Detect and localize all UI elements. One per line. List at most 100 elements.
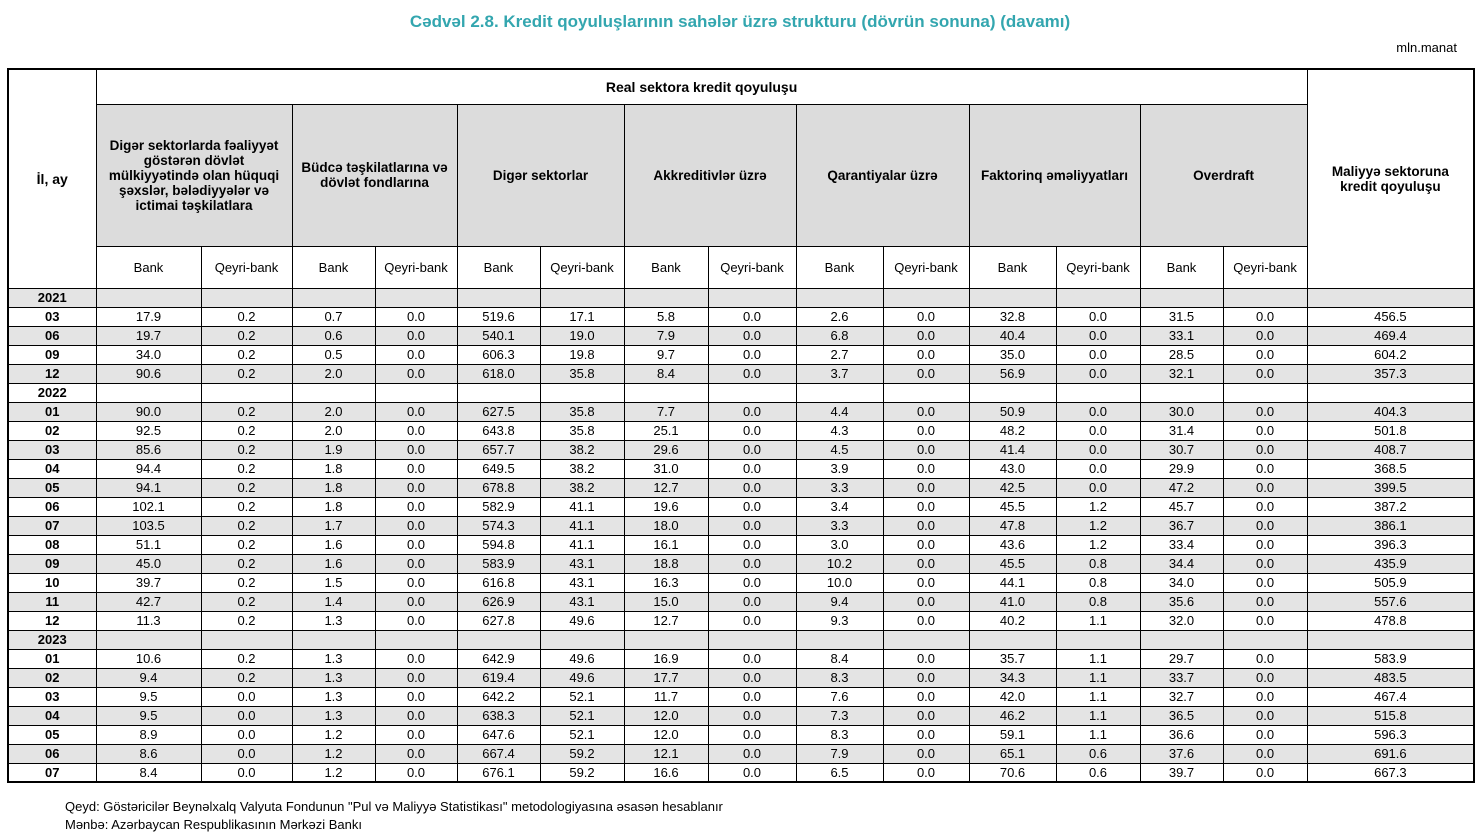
value-cell <box>95 287 202 308</box>
value-cell: 0.0 <box>374 534 458 555</box>
value-cell: 103.5 <box>95 515 202 536</box>
value-cell: 0.0 <box>882 439 970 460</box>
value-cell: 387.2 <box>1306 496 1475 517</box>
value-cell: 8.3 <box>795 667 884 688</box>
value-cell <box>1055 629 1141 650</box>
value-cell: 456.5 <box>1306 306 1475 327</box>
value-cell: 8.4 <box>95 762 202 783</box>
value-cell: 0.0 <box>1222 458 1308 479</box>
value-cell: 0.0 <box>707 344 797 365</box>
value-cell: 0.0 <box>882 363 970 384</box>
value-cell <box>1306 382 1475 403</box>
value-cell: 1.2 <box>291 762 376 783</box>
value-cell: 1.9 <box>291 439 376 460</box>
col-header-financial-sector: Maliyyə sektoruna kredit qoyuluşu <box>1306 68 1475 289</box>
value-cell: 1.2 <box>1055 496 1141 517</box>
value-cell: 0.0 <box>200 743 293 764</box>
value-cell <box>623 287 709 308</box>
value-cell: 94.4 <box>95 458 202 479</box>
value-cell: 0.0 <box>374 363 458 384</box>
value-cell: 505.9 <box>1306 572 1475 593</box>
value-cell: 0.2 <box>200 515 293 536</box>
value-cell <box>707 629 797 650</box>
table-row: 02 9.4 0.2 1.3 0.0 619.4 49.6 17.7 0.0 8.3 0.0 34.3… <box>7 667 1475 688</box>
value-cell: 0.0 <box>882 648 970 669</box>
value-cell: 0.0 <box>374 306 458 327</box>
value-cell: 642.2 <box>456 686 541 707</box>
value-cell: 1.2 <box>1055 515 1141 536</box>
table-row: 04 94.4 0.2 1.8 0.0 649.5 38.2 31.0 0.0 3.9 0.0 43.… <box>7 458 1475 479</box>
value-cell: 691.6 <box>1306 743 1475 764</box>
value-cell: 0.0 <box>707 420 797 441</box>
period-cell: 06 <box>7 325 97 346</box>
value-cell: 0.0 <box>1222 306 1308 327</box>
value-cell: 15.0 <box>623 591 709 612</box>
value-cell: 29.6 <box>623 439 709 460</box>
value-cell: 42.5 <box>968 477 1057 498</box>
value-cell: 0.0 <box>374 420 458 441</box>
period-cell: 11 <box>7 591 97 612</box>
value-cell: 0.0 <box>882 306 970 327</box>
value-cell: 52.1 <box>539 686 625 707</box>
value-cell: 1.2 <box>291 743 376 764</box>
value-cell: 0.0 <box>1222 705 1308 726</box>
value-cell <box>968 382 1057 403</box>
value-cell: 0.0 <box>1222 439 1308 460</box>
table-row: 05 8.9 0.0 1.2 0.0 647.6 52.1 12.0 0.0 8.3 0.0 59.1… <box>7 724 1475 745</box>
value-cell: 34.0 <box>1139 572 1224 593</box>
period-cell: 12 <box>7 363 97 384</box>
subcol-bank: Bank <box>291 245 376 289</box>
value-cell: 43.1 <box>539 553 625 574</box>
value-cell: 0.0 <box>882 515 970 536</box>
value-cell: 0.0 <box>707 762 797 783</box>
page-title: Cədvəl 2.8. Kredit qoyuluşlarının sahələ… <box>409 12 1071 31</box>
value-cell: 1.1 <box>1055 648 1141 669</box>
value-cell: 43.0 <box>968 458 1057 479</box>
value-cell: 31.0 <box>623 458 709 479</box>
value-cell: 0.2 <box>200 458 293 479</box>
value-cell: 678.8 <box>456 477 541 498</box>
value-cell: 0.0 <box>707 667 797 688</box>
value-cell: 92.5 <box>95 420 202 441</box>
value-cell: 17.1 <box>539 306 625 327</box>
value-cell: 1.3 <box>291 686 376 707</box>
value-cell: 25.1 <box>623 420 709 441</box>
value-cell: 33.4 <box>1139 534 1224 555</box>
group-header-guarantees: Qarantiyalar üzrə <box>795 103 970 247</box>
value-cell: 0.0 <box>707 648 797 669</box>
value-cell: 1.1 <box>1055 667 1141 688</box>
value-cell: 47.2 <box>1139 477 1224 498</box>
value-cell: 10.6 <box>95 648 202 669</box>
value-cell: 42.0 <box>968 686 1057 707</box>
value-cell: 52.1 <box>539 705 625 726</box>
value-cell: 0.0 <box>1055 325 1141 346</box>
value-cell: 0.2 <box>200 648 293 669</box>
value-cell: 0.0 <box>707 724 797 745</box>
value-cell: 0.0 <box>1222 344 1308 365</box>
value-cell: 7.3 <box>795 705 884 726</box>
value-cell: 5.8 <box>623 306 709 327</box>
value-cell: 29.9 <box>1139 458 1224 479</box>
value-cell: 1.8 <box>291 477 376 498</box>
value-cell: 582.9 <box>456 496 541 517</box>
value-cell: 0.0 <box>882 762 970 783</box>
value-cell: 19.0 <box>539 325 625 346</box>
value-cell <box>291 382 376 403</box>
value-cell <box>374 382 458 403</box>
value-cell: 0.0 <box>374 591 458 612</box>
value-cell: 676.1 <box>456 762 541 783</box>
value-cell: 0.2 <box>200 401 293 422</box>
value-cell: 0.0 <box>374 344 458 365</box>
value-cell: 627.8 <box>456 610 541 631</box>
value-cell: 0.0 <box>374 477 458 498</box>
value-cell <box>95 629 202 650</box>
value-cell: 3.9 <box>795 458 884 479</box>
value-cell: 9.3 <box>795 610 884 631</box>
subcol-bank: Bank <box>795 245 884 289</box>
value-cell: 12.7 <box>623 477 709 498</box>
value-cell: 0.0 <box>1222 515 1308 536</box>
value-cell: 1.3 <box>291 667 376 688</box>
value-cell: 41.1 <box>539 515 625 536</box>
value-cell: 0.0 <box>374 572 458 593</box>
value-cell: 35.7 <box>968 648 1057 669</box>
